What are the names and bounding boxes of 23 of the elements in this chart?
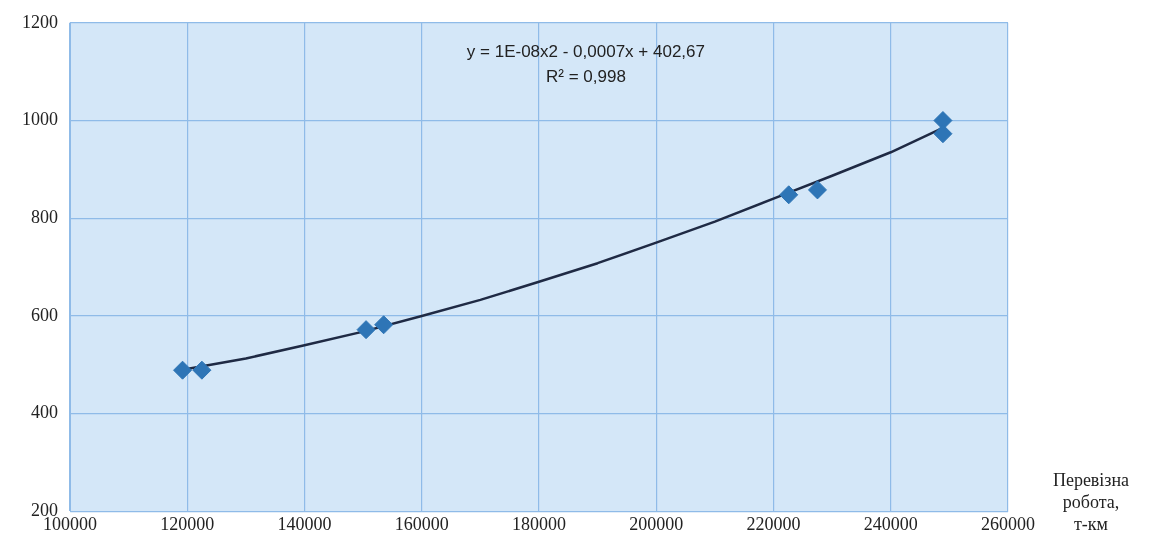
point bbox=[192, 360, 212, 380]
y-tick-label: 1200 bbox=[22, 11, 58, 32]
y-tick-label: 400 bbox=[31, 402, 58, 423]
x-tick-label: 260000 bbox=[981, 513, 1035, 534]
x-tick-label: 240000 bbox=[863, 513, 918, 534]
x-tick-label: 200000 bbox=[629, 513, 684, 534]
y-tick-label: 800 bbox=[31, 206, 58, 227]
point bbox=[779, 185, 799, 205]
x-tick-label: 160000 bbox=[394, 513, 449, 534]
y-tick-label: 600 bbox=[31, 304, 58, 325]
x-tick-label: 140000 bbox=[277, 513, 332, 534]
x-tick-label: 120000 bbox=[160, 513, 215, 534]
annotation: R² = 0,998 bbox=[545, 67, 626, 87]
point bbox=[933, 124, 953, 144]
point bbox=[356, 320, 376, 340]
point bbox=[807, 180, 827, 200]
point bbox=[374, 315, 394, 335]
x-tick-label: 180000 bbox=[512, 513, 566, 534]
annotation: y = 1E-08x2 - 0,0007x + 402,67 bbox=[466, 42, 705, 62]
y-tick-label: 1000 bbox=[22, 109, 58, 130]
x-tick-label: 220000 bbox=[746, 513, 801, 534]
x-axis-title: Перевізна робота, т-км bbox=[1052, 470, 1130, 535]
point bbox=[173, 360, 193, 380]
